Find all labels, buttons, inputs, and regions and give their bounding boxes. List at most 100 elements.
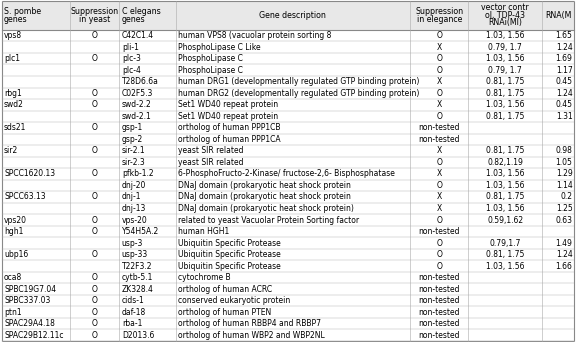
Text: X: X [437,146,442,155]
Bar [2,1,574,30]
Text: S. pombe: S. pombe [4,7,41,16]
Text: 1.03, 1.56: 1.03, 1.56 [486,181,525,190]
Text: 1.24: 1.24 [556,89,573,98]
Text: O: O [92,31,98,40]
Text: plc-3: plc-3 [122,54,141,63]
Text: rba-1: rba-1 [122,319,142,328]
Text: X: X [437,204,442,213]
Text: non-tested: non-tested [418,331,460,340]
Text: vps20: vps20 [4,215,27,224]
Text: 0.81, 1.75: 0.81, 1.75 [486,250,524,259]
Text: O: O [92,123,98,132]
Text: O: O [92,296,98,305]
Text: X: X [437,193,442,201]
Text: 1.29: 1.29 [556,169,573,179]
Text: RNA(M: RNA(M [545,11,572,20]
Text: O: O [436,54,442,63]
Text: pli-1: pli-1 [122,43,139,52]
Text: RNAi(MI): RNAi(MI) [488,18,522,27]
Text: ortholog of human RBBP4 and RBBP7: ortholog of human RBBP4 and RBBP7 [178,319,321,328]
Text: dnj-13: dnj-13 [122,204,146,213]
Text: swd2: swd2 [4,100,24,109]
Text: 0.79, 1.7: 0.79, 1.7 [488,66,522,75]
Text: O: O [92,308,98,317]
Text: ptn1: ptn1 [4,308,22,317]
Text: swd-2.1: swd-2.1 [122,112,151,121]
Text: yeast SIR related: yeast SIR related [178,158,244,167]
Text: dnj-1: dnj-1 [122,193,141,201]
Text: gsp-2: gsp-2 [122,135,143,144]
Text: SPBC337.03: SPBC337.03 [4,296,51,305]
Text: SPCC1620.13: SPCC1620.13 [4,169,55,179]
Text: O: O [92,273,98,282]
Text: conserved eukaryotic protein: conserved eukaryotic protein [178,296,290,305]
Text: 1.03, 1.56: 1.03, 1.56 [486,204,525,213]
Text: O: O [92,331,98,340]
Text: C elegans: C elegans [122,7,161,16]
Text: X: X [437,169,442,179]
Text: O: O [436,239,442,248]
Text: O: O [92,100,98,109]
Text: 1.69: 1.69 [556,54,573,63]
Text: human DRG1 (developmentally regulated GTP binding protein): human DRG1 (developmentally regulated GT… [178,77,419,86]
Text: 1.14: 1.14 [556,181,573,190]
Text: sds21: sds21 [4,123,26,132]
Text: 0.81, 1.75: 0.81, 1.75 [486,112,524,121]
Text: Gene description: Gene description [259,11,326,20]
Text: ortholog of human PPP1CA: ortholog of human PPP1CA [178,135,281,144]
Text: T28D6.6a: T28D6.6a [122,77,158,86]
Text: ortholog of human WBP2 and WBP2NL: ortholog of human WBP2 and WBP2NL [178,331,325,340]
Text: SPCC63.13: SPCC63.13 [4,193,46,201]
Text: O: O [436,112,442,121]
Text: non-tested: non-tested [418,308,460,317]
Text: 1.03, 1.56: 1.03, 1.56 [486,54,525,63]
Text: 1.25: 1.25 [556,204,573,213]
Text: non-tested: non-tested [418,227,460,236]
Text: 0.81, 1.75: 0.81, 1.75 [486,146,524,155]
Text: SPBC19G7.04: SPBC19G7.04 [4,285,56,294]
Text: 1.65: 1.65 [556,31,573,40]
Text: pfkb-1.2: pfkb-1.2 [122,169,153,179]
Text: oca8: oca8 [4,273,22,282]
Text: Y54H5A.2: Y54H5A.2 [122,227,159,236]
Text: 1.24: 1.24 [556,250,573,259]
Text: O: O [92,250,98,259]
Text: C42C1.4: C42C1.4 [122,31,154,40]
Text: 0.79,1.7: 0.79,1.7 [490,239,521,248]
Text: sir2: sir2 [4,146,18,155]
Text: 1.24: 1.24 [556,43,573,52]
Text: O: O [436,262,442,271]
Text: non-tested: non-tested [418,285,460,294]
Text: O: O [92,215,98,224]
Text: O: O [92,285,98,294]
Text: PhosphoLipase C: PhosphoLipase C [178,66,243,75]
Text: usp-33: usp-33 [122,250,148,259]
Text: 0.82,1.19: 0.82,1.19 [487,158,523,167]
Text: 0.2: 0.2 [560,193,573,201]
Text: Suppression: Suppression [71,7,119,16]
Text: sir-2.1: sir-2.1 [122,146,145,155]
Text: PhosphoLipase C: PhosphoLipase C [178,54,243,63]
Text: O: O [436,89,442,98]
Text: ortholog of human PPP1CB: ortholog of human PPP1CB [178,123,281,132]
Text: T22F3.2: T22F3.2 [122,262,152,271]
Text: 0.45: 0.45 [555,77,573,86]
Text: cids-1: cids-1 [122,296,145,305]
Text: Ubiquitin Specific Protease: Ubiquitin Specific Protease [178,262,281,271]
Text: O: O [92,146,98,155]
Text: O: O [436,158,442,167]
Text: 1.66: 1.66 [556,262,573,271]
Text: O: O [436,250,442,259]
Text: 1.03, 1.56: 1.03, 1.56 [486,31,525,40]
Text: ubp16: ubp16 [4,250,28,259]
Text: O: O [92,169,98,179]
Text: DNaJ domain (prokaryotic heat shock protein: DNaJ domain (prokaryotic heat shock prot… [178,181,351,190]
Text: 6-PhosphoFructo-2-Kinase/ fructose-2,6- Bisphosphatase: 6-PhosphoFructo-2-Kinase/ fructose-2,6- … [178,169,395,179]
Text: O: O [436,66,442,75]
Text: 1.31: 1.31 [556,112,573,121]
Text: X: X [437,77,442,86]
Text: 0.98: 0.98 [556,146,573,155]
Text: ol, TDP-43: ol, TDP-43 [485,11,525,20]
Text: usp-3: usp-3 [122,239,143,248]
Text: 0.79, 1.7: 0.79, 1.7 [488,43,522,52]
